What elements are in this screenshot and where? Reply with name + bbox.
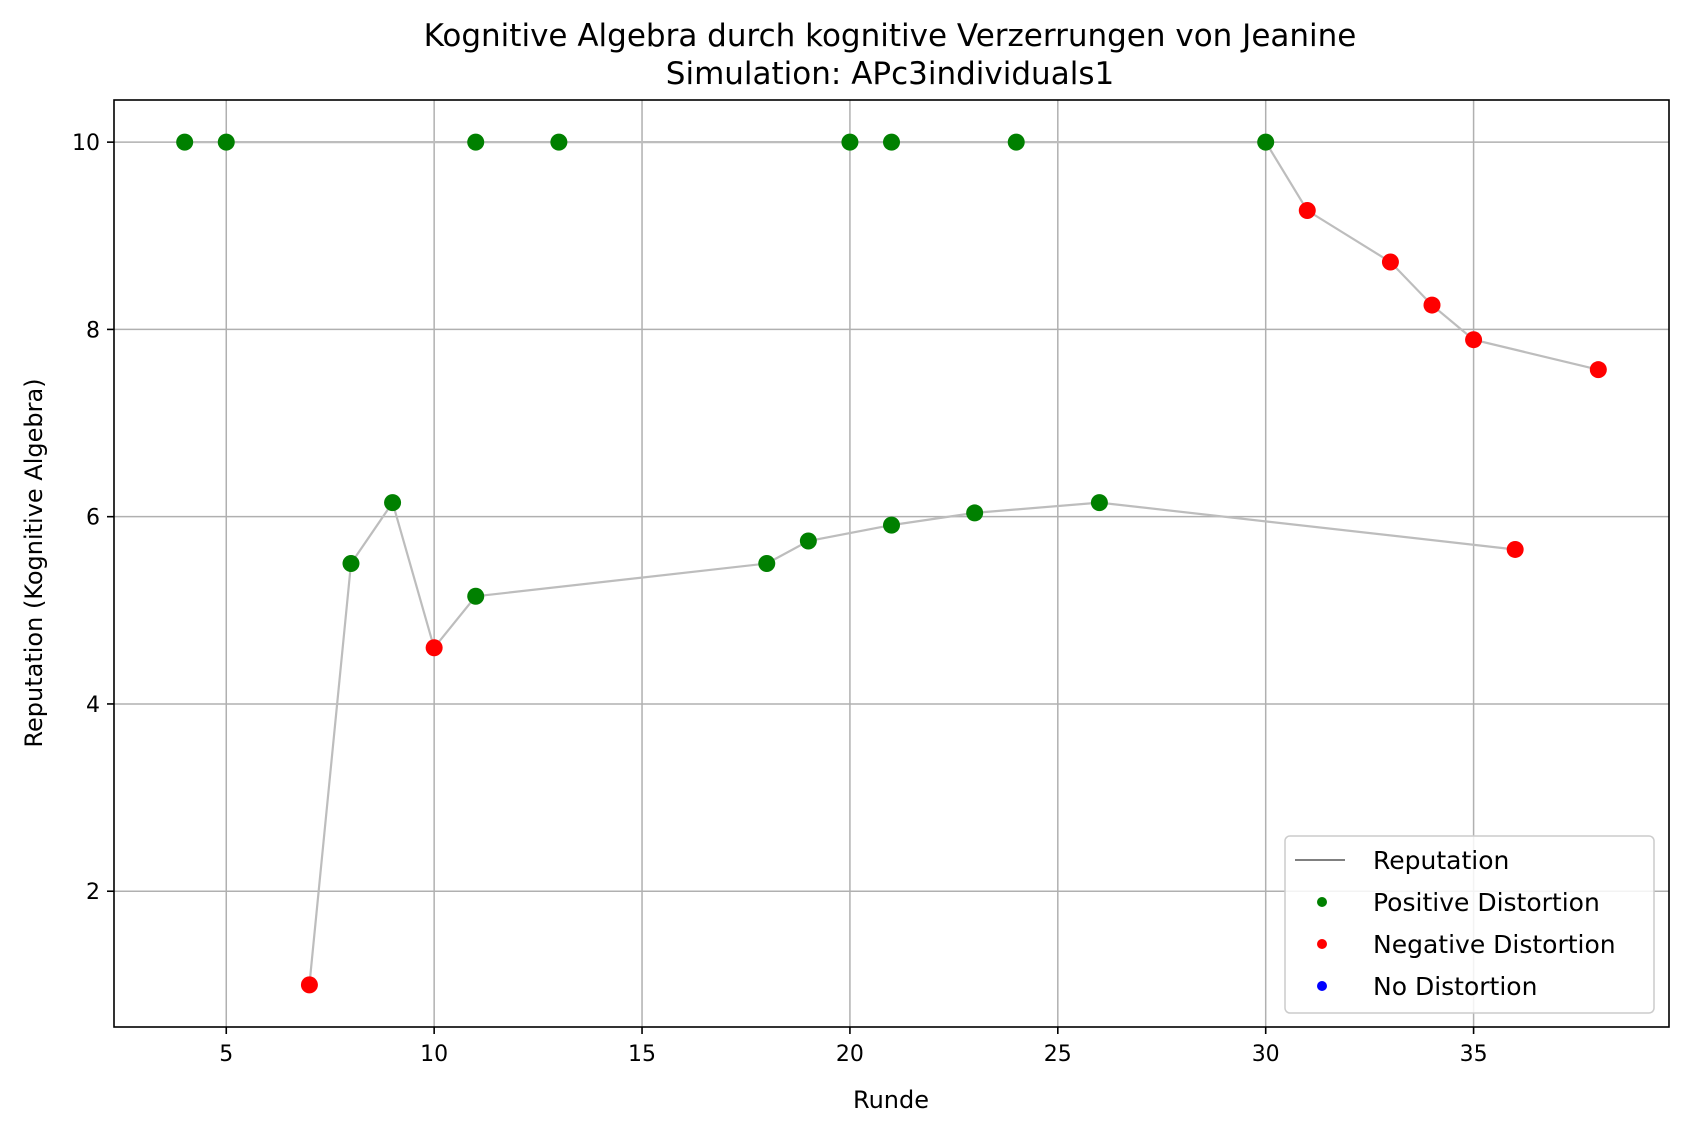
positive-distortion-point [883, 516, 900, 534]
y-axis-ticks: 2 4 6 8 10 [72, 131, 114, 905]
negative-distortion-point [1423, 296, 1441, 314]
chart-subtitle: Simulation: APc3individuals1 [666, 56, 1114, 92]
legend-label-reputation: Reputation [1373, 846, 1509, 875]
y-tick-label: 10 [72, 131, 100, 156]
legend-positive-marker [1317, 897, 1327, 907]
positive-distortion-point [342, 555, 360, 572]
positive-distortion-point [467, 133, 485, 151]
negative-distortion-point [1589, 361, 1607, 379]
plot-frame [113, 99, 1670, 1028]
positive-distortion-point [217, 133, 235, 151]
negative-distortion-point [425, 639, 443, 657]
x-axis-ticks: 5 10 15 20 25 30 35 [219, 1027, 1488, 1067]
x-tick-label: 25 [1044, 1042, 1072, 1067]
legend-label-positive: Positive Distortion [1373, 888, 1600, 917]
negative-distortion-point [1465, 331, 1483, 349]
positive-distortion-point [1257, 133, 1275, 151]
negative-distortion-point [1506, 540, 1524, 558]
positive-distortion-point [550, 133, 568, 151]
negative-distortion-point [1381, 253, 1399, 271]
negative-distortion-point [300, 976, 318, 994]
x-tick-label: 15 [628, 1042, 656, 1067]
y-tick-label: 2 [86, 880, 100, 905]
positive-distortion-point [883, 133, 900, 151]
x-tick-label: 35 [1460, 1042, 1488, 1067]
legend: Reputation Positive Distortion Negative … [1284, 835, 1655, 1014]
positive-distortion-point [799, 532, 817, 550]
positive-distortion-point [841, 133, 859, 151]
positive-distortion-point [176, 133, 194, 151]
legend-negative-marker [1317, 939, 1327, 949]
positive-distortion-point [758, 555, 776, 572]
legend-box [1284, 835, 1655, 1014]
positive-distortion-point [467, 587, 485, 605]
y-tick-label: 8 [86, 318, 100, 343]
data-points [176, 133, 1607, 994]
positive-distortion-point [384, 494, 402, 512]
positive-distortion-point [1007, 133, 1025, 151]
positive-distortion-point [1090, 494, 1108, 512]
x-tick-label: 10 [420, 1042, 448, 1067]
y-tick-label: 4 [86, 693, 100, 718]
positive-distortion-point [966, 504, 984, 522]
y-axis-label: Reputation (Kognitive Algebra) [20, 378, 48, 747]
x-axis-label: Runde [853, 1086, 929, 1114]
x-tick-label: 20 [836, 1042, 864, 1067]
x-tick-label: 30 [1252, 1042, 1280, 1067]
negative-distortion-point [1298, 201, 1316, 219]
legend-none-marker [1317, 981, 1327, 991]
y-tick-label: 6 [86, 506, 100, 531]
legend-label-negative: Negative Distortion [1373, 930, 1616, 959]
x-tick-label: 5 [219, 1042, 233, 1067]
legend-label-none: No Distortion [1373, 972, 1537, 1001]
chart-title: Kognitive Algebra durch kognitive Verzer… [424, 18, 1357, 54]
